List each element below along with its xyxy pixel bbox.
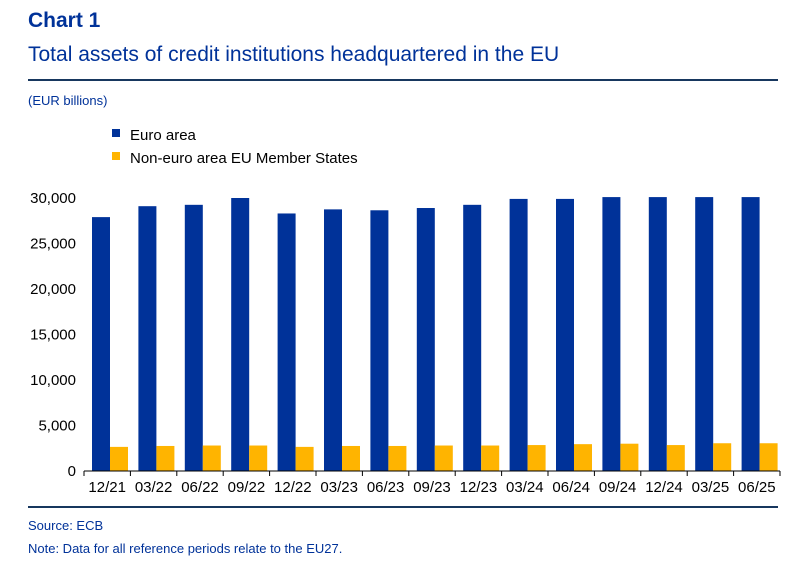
bar-non-euro-area [202,445,221,471]
y-tick-label: 15,000 [30,327,76,344]
bar-euro-area [324,209,342,471]
x-tick-label: 09/24 [599,479,637,496]
bar-non-euro-area [434,445,453,471]
bar-euro-area [741,197,760,471]
bar-euro-area [463,204,482,471]
bar-euro-area [602,197,621,471]
x-tick-label: 06/22 [181,479,219,496]
bar-euro-area [695,197,714,471]
bar-euro-area [416,208,435,471]
units-label: (EUR billions) [28,93,108,108]
legend-label-non-euro-area: Non-euro area EU Member States [130,150,358,167]
bar-non-euro-area [527,445,546,471]
bar-non-euro-area [110,446,128,471]
top-rule [28,79,778,81]
bar-non-euro-area [481,445,500,471]
bar-euro-area [556,198,574,471]
bar-non-euro-area [388,445,407,471]
y-tick-label: 25,000 [30,236,76,253]
x-tick-label: 06/24 [552,479,590,496]
bars [92,197,778,471]
bar-non-euro-area [666,445,685,471]
bar-euro-area [231,198,250,471]
x-tick-label: 03/23 [320,479,358,496]
legend: Euro area Non-euro area EU Member States [112,127,358,167]
x-tick-label: 12/21 [88,479,126,496]
x-axis: 12/21 03/22 06/22 09/22 12/22 03/23 06/23 09/23… [83,470,781,496]
bar-non-euro-area [759,443,778,471]
y-tick-label: 10,000 [30,372,76,389]
x-tick-label: 03/25 [692,479,730,496]
y-tick-label: 5,000 [38,418,76,435]
x-tick-label: 03/22 [135,479,173,496]
legend-swatch-non-euro-area [112,152,120,160]
bar-euro-area [138,206,157,471]
bar-euro-area [648,197,667,471]
chart-label: Chart 1 [28,9,101,32]
bar-non-euro-area [713,443,732,471]
bar-euro-area [92,217,110,471]
x-tick-label: 03/24 [506,479,544,496]
y-axis: 0 5,000 10,000 15,000 20,000 25,000 30,000 [30,190,76,480]
bar-euro-area [509,198,528,471]
x-tick-label: 09/23 [413,479,451,496]
source-note: Source: ECB [28,518,104,533]
bar-non-euro-area [295,446,314,471]
x-tick-label: 06/25 [738,479,776,496]
bar-euro-area [277,213,296,471]
bottom-rule [28,506,778,508]
bar-non-euro-area [574,444,592,471]
footnote: Note: Data for all reference periods rel… [28,541,343,556]
x-tick-label: 12/22 [274,479,312,496]
bar-euro-area [370,210,389,471]
chart-title: Total assets of credit institutions head… [28,43,560,66]
legend-label-euro-area: Euro area [130,127,197,144]
x-tick-label: 12/23 [460,479,498,496]
bar-non-euro-area [620,443,639,471]
x-tick-label: 06/23 [367,479,405,496]
legend-swatch-euro-area [112,129,120,137]
bar-non-euro-area [156,445,175,471]
y-tick-label: 30,000 [30,190,76,207]
bar-non-euro-area [342,445,360,471]
x-tick-label: 12/24 [645,479,683,496]
y-tick-label: 20,000 [30,281,76,298]
y-tick-label: 0 [68,463,76,480]
x-tick-label: 09/22 [228,479,266,496]
bar-non-euro-area [249,445,268,471]
bar-euro-area [184,204,203,471]
